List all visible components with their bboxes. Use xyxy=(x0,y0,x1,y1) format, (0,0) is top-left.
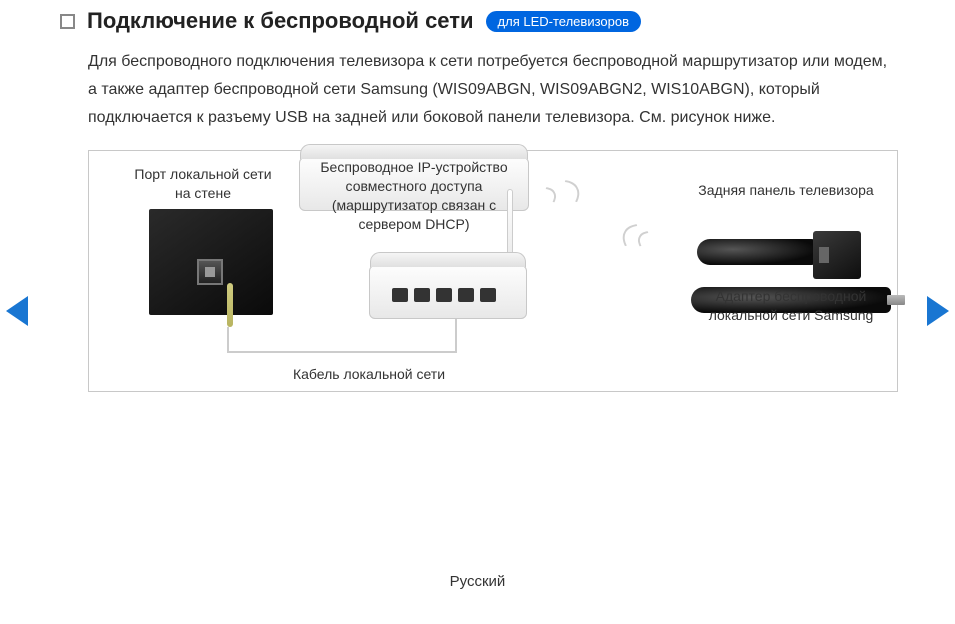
wall-cable-graphic xyxy=(227,283,233,327)
wifi-adapter-graphic xyxy=(697,239,817,265)
lan-cable-graphic xyxy=(227,327,229,353)
router-label: Беспроводное IP-устройство совместного д… xyxy=(299,157,529,211)
prev-page-button[interactable] xyxy=(6,296,28,326)
cable-label: Кабель локальной сети xyxy=(269,365,469,384)
footer-language: Русский xyxy=(0,573,955,590)
section-header: Подключение к беспроводной сети для LED-… xyxy=(60,8,895,34)
connection-diagram: Порт локальной сети на стене Беспроводно… xyxy=(88,150,898,392)
next-page-button[interactable] xyxy=(927,296,949,326)
tv-panel-label: Задняя панель телевизора xyxy=(691,181,881,200)
wifi-wave-icon xyxy=(615,214,696,282)
section-title: Подключение к беспроводной сети xyxy=(87,8,474,34)
wall-port-graphic xyxy=(197,259,223,285)
wall-port-label: Порт локальной сети на стене xyxy=(133,165,273,203)
router-ports-graphic xyxy=(392,288,496,302)
section-description: Для беспроводного подключения телевизора… xyxy=(88,48,895,132)
square-bullet-icon xyxy=(60,14,75,29)
lan-cable-graphic xyxy=(455,315,457,353)
lan-cable-graphic xyxy=(227,351,457,353)
adapter-label: Адаптер беспроводной локальной сети Sams… xyxy=(691,287,891,313)
router-graphic xyxy=(369,265,527,319)
tv-usb-slot-graphic xyxy=(819,247,829,263)
led-badge: для LED-телевизоров xyxy=(486,11,641,32)
